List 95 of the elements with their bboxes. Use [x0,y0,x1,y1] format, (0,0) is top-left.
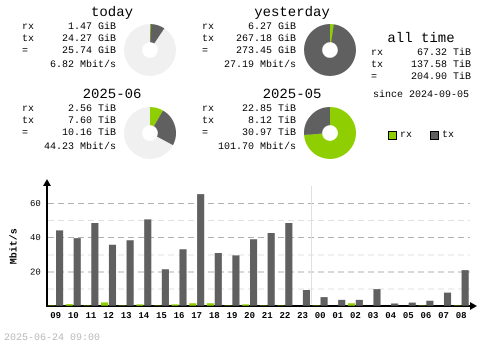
bar [373,289,381,306]
bar [356,300,363,306]
x-tick-label: 03 [368,310,378,321]
text: rx [202,22,214,34]
x-tick-label: 20 [244,310,255,321]
bar [444,292,452,306]
bar [74,238,81,306]
text: since 2024-09-05 [372,90,470,102]
bar [214,252,222,306]
y-tick-label: 60 [30,198,41,209]
x-tick-label: 02 [350,310,361,321]
x-tick-label: 05 [402,310,414,321]
text: = [22,46,28,58]
text: 24.27 GiB [62,34,116,46]
text: 6.27 GiB [248,22,296,34]
text: 25.74 GiB [62,46,116,58]
x-tick-label: 22 [279,310,290,321]
x-tick-label: 07 [438,310,449,321]
text: rx [22,104,34,116]
text: 267.18 GiB [236,34,296,46]
text: 27.19 Mbit/s [222,60,296,72]
x-tick-label: 04 [385,310,397,321]
chart-title: today [90,4,134,22]
text: = [22,128,28,140]
x-tick-label: 01 [332,310,344,321]
y-tick-label: 40 [30,233,41,244]
x-tick-label: 08 [456,310,467,321]
bar [179,249,187,306]
x-tick-label: 06 [420,310,432,321]
text: 44.23 Mbit/s [42,142,116,154]
bar [100,302,108,306]
bar [162,269,169,306]
text: tx [202,116,214,128]
x-tick-label: 09 [50,310,62,321]
text: 6.82 Mbit/s [48,60,116,72]
text: = [202,46,208,58]
x-tick-label: 15 [156,310,167,321]
bar [108,244,116,306]
bar [426,300,434,306]
x-tick-label: 19 [226,310,238,321]
bar [408,302,416,306]
y-axis-title: Mbit/s [8,228,21,264]
bar [91,223,98,306]
bar [144,219,152,306]
text: tx [371,60,384,72]
text: 1.47 GiB [68,22,116,34]
text: 22.85 TiB [242,104,296,116]
legend-label: rx [400,130,412,141]
bar [197,194,204,306]
x-tick-label: 23 [297,310,308,321]
text: = [202,128,208,140]
text: 67.32 TiB [416,48,471,60]
x-tick-label: 14 [138,310,150,321]
chart-title: yesterday [253,4,331,22]
x-tick-label: 00 [314,310,326,321]
text: 101.70 Mbit/s [216,142,296,154]
text: all time [386,30,456,48]
bar [232,255,240,306]
x-tick-label: 12 [103,310,114,321]
legend-label: tx [442,130,454,141]
y-tick-label: 20 [30,267,41,278]
text: 2025-06-24 09:00 [4,333,100,344]
text: 273.45 GiB [236,46,296,58]
x-tick-label: 18 [208,310,220,321]
text: rx [22,22,34,34]
text: 8.12 TiB [248,116,296,128]
text: 10.16 TiB [62,128,116,140]
text: rx [202,104,214,116]
bar [126,240,134,306]
x-tick-label: 17 [191,310,202,321]
x-tick-label: 11 [85,310,97,321]
text: tx [22,34,34,46]
text: rx [371,48,384,60]
bar [250,239,258,306]
bar [462,270,469,306]
text: 7.60 TiB [68,116,116,128]
text: = [371,72,378,84]
bar [285,223,292,306]
x-tick-label: 10 [68,310,79,321]
text: tx [22,116,34,128]
bar [268,232,275,306]
text: 137.58 TiB [410,60,471,72]
text: 2.56 TiB [68,104,116,116]
bar [320,297,328,306]
bar [56,230,64,306]
bar [302,290,310,306]
text: 30.97 TiB [242,128,296,140]
x-tick-label: 21 [262,310,274,321]
x-tick-label: 13 [120,310,132,321]
x-tick-label: 16 [174,310,184,321]
text: tx [202,34,214,46]
text: 204.90 TiB [410,72,471,84]
bar [338,300,346,306]
chart-title: 2025-06 [82,86,142,104]
chart-title: 2025-05 [262,86,322,104]
